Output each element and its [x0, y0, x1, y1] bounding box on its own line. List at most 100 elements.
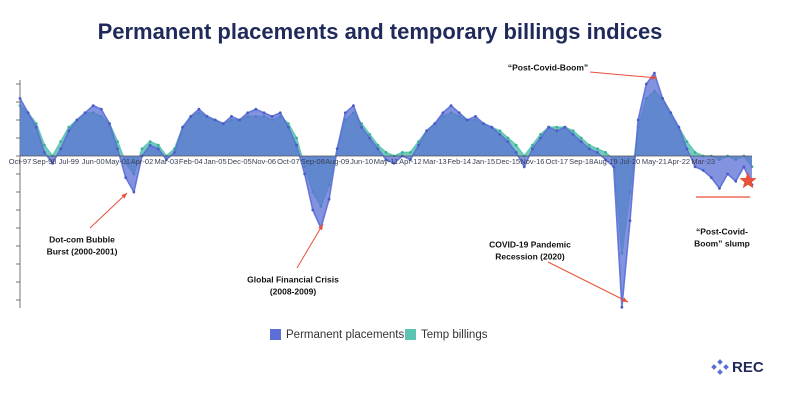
point [43, 151, 46, 154]
point [75, 118, 79, 122]
x-tick-label: Nov-16 [520, 157, 544, 166]
point [734, 179, 738, 183]
annotation: Recession (2020) [495, 251, 565, 261]
x-tick-label: May-11 [374, 157, 398, 166]
point [173, 151, 176, 154]
x-tick-label: Mar-13 [423, 157, 447, 166]
point [221, 122, 225, 125]
x-tick-label: Apr-02 [131, 157, 154, 166]
point [156, 143, 160, 147]
legend-swatch [405, 329, 416, 340]
point [26, 111, 30, 115]
annotation: (2008-2009) [270, 286, 316, 296]
arrow-head [121, 193, 127, 199]
series [18, 71, 754, 309]
point [539, 136, 542, 140]
point [539, 133, 542, 136]
point [644, 82, 648, 86]
point [189, 115, 193, 118]
point [685, 147, 689, 151]
point [327, 197, 331, 201]
point [295, 143, 298, 147]
point [384, 158, 388, 162]
annotation-arrow [589, 71, 658, 79]
star [739, 172, 757, 189]
point [108, 122, 111, 125]
legend-label: Permanent placements [286, 329, 405, 341]
point [628, 219, 632, 223]
point [384, 151, 388, 154]
annotation-arrow [89, 192, 128, 229]
legend-label: Temp billings [421, 329, 488, 341]
point [685, 140, 689, 144]
point [409, 158, 412, 162]
point [514, 143, 518, 147]
point [352, 104, 355, 107]
point [506, 140, 510, 144]
point [563, 125, 567, 129]
point [555, 129, 559, 133]
x-tick-label: Jun-10 [350, 157, 373, 166]
x-tick-label: Dec-05 [228, 157, 252, 166]
x-tick-label: Aug-09 [325, 157, 349, 166]
point [474, 115, 477, 118]
x-tick-label: Sep-18 [569, 157, 593, 166]
point [498, 133, 502, 136]
logo-text: REC [732, 359, 764, 376]
point [67, 125, 71, 129]
x-tick-label: May-21 [642, 157, 667, 166]
point [132, 190, 136, 194]
point [91, 104, 95, 107]
point [99, 107, 103, 111]
x-tick-label: Feb-14 [447, 157, 471, 166]
point [636, 118, 640, 122]
x-tick-label: Jul-99 [59, 157, 79, 166]
annotation: “Post-Covid- [696, 226, 748, 236]
point [165, 158, 168, 162]
point [83, 111, 87, 115]
annotation: COVID-19 Pandemic [489, 239, 571, 249]
x-tick-label: Oct-17 [546, 157, 569, 166]
point [287, 125, 290, 129]
point [547, 125, 551, 129]
x-tick-label: Apr-12 [399, 157, 422, 166]
point [213, 118, 217, 122]
arrow-head [651, 75, 657, 80]
point [181, 125, 185, 129]
point [620, 305, 624, 309]
point [669, 111, 673, 115]
point [718, 187, 721, 190]
point [522, 165, 526, 169]
x-tick-label: Jan-15 [472, 157, 495, 166]
point [287, 122, 290, 125]
point [197, 107, 201, 111]
point [596, 151, 599, 154]
point [335, 147, 339, 151]
point [343, 111, 347, 115]
point [270, 115, 274, 118]
x-tick-label: Mar-03 [155, 157, 179, 166]
point [531, 143, 534, 147]
point [156, 147, 160, 151]
point [742, 165, 746, 169]
point [531, 147, 534, 151]
point [596, 147, 599, 151]
annotation: “Post-Covid-Boom” [508, 62, 588, 72]
point [587, 143, 591, 147]
point [433, 122, 437, 125]
point [205, 115, 209, 118]
point [661, 97, 664, 100]
x-tick-label: Oct-07 [277, 157, 300, 166]
point [457, 111, 461, 115]
point [465, 118, 469, 122]
annotation: Boom” slump [694, 238, 750, 248]
point [555, 125, 559, 129]
point [230, 115, 233, 118]
point [400, 151, 404, 154]
point [604, 151, 607, 154]
chart-title: Permanent placements and temporary billi… [98, 19, 663, 44]
x-tick-label: Jul-20 [620, 157, 640, 166]
point [441, 111, 445, 115]
point [482, 122, 485, 125]
